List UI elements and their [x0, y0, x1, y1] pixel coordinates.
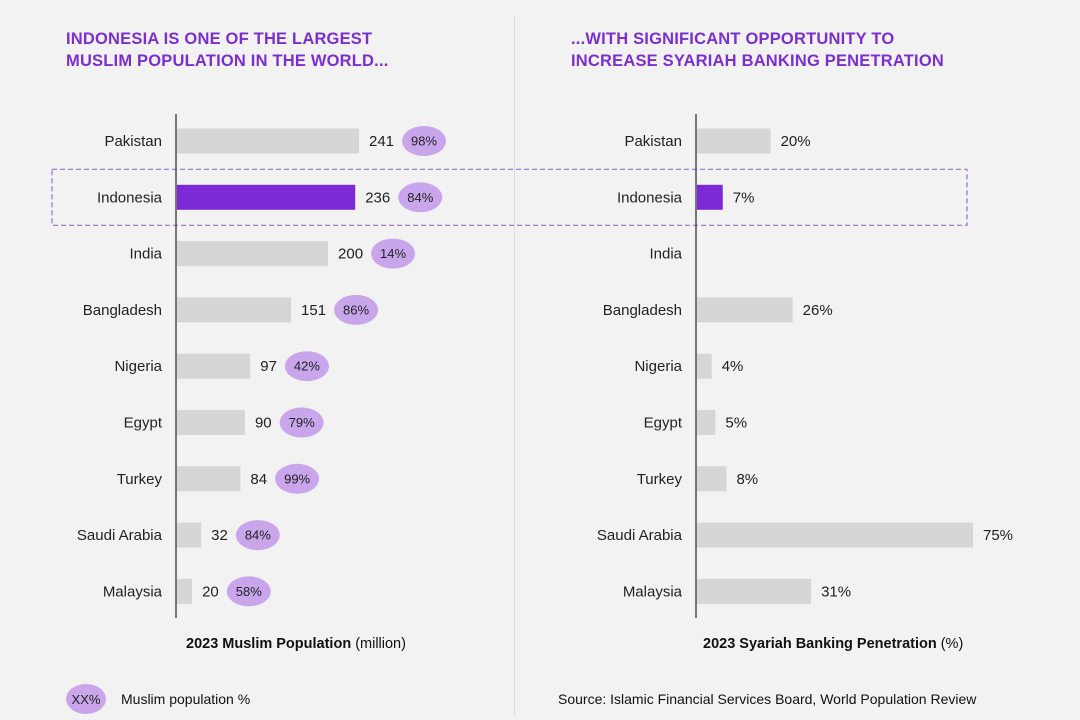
right-category-label: India: [649, 246, 682, 263]
right-bar: [697, 353, 712, 379]
right-category-label: Pakistan: [624, 133, 682, 150]
share-bubble: [279, 407, 324, 438]
share-bubble: [402, 126, 447, 156]
right-value-label: 8%: [736, 471, 758, 488]
share-label: 98%: [411, 134, 437, 149]
legend-label: Muslim population %: [121, 691, 251, 707]
left-category-label: Saudi Arabia: [77, 527, 163, 544]
source-note: Source: Islamic Financial Services Board…: [558, 691, 977, 707]
right-category-label: Malaysia: [623, 583, 683, 600]
left-value-label: 97: [260, 358, 277, 375]
left-axis-caption: 2023 Muslim Population (million): [186, 636, 406, 652]
left-bar: [177, 410, 245, 435]
left-category-label: Malaysia: [103, 583, 163, 600]
left-category-label: Pakistan: [104, 133, 162, 150]
left-title-line-2: MUSLIM POPULATION IN THE WORLD...: [66, 52, 389, 70]
right-title-line-2: INCREASE SYARIAH BANKING PENETRATION: [571, 52, 944, 70]
right-category-label: Egypt: [644, 415, 683, 432]
left-value-label: 32: [211, 527, 228, 544]
share-bubble: [398, 182, 443, 213]
legend: XX% Muslim population %: [66, 684, 250, 714]
right-value-label: 75%: [983, 527, 1013, 544]
share-label: 86%: [343, 302, 369, 317]
share-label: 79%: [289, 415, 315, 430]
right-category-label: Bangladesh: [603, 302, 682, 319]
share-label: 58%: [236, 584, 262, 599]
share-bubble: [275, 463, 320, 494]
panel-divider: [514, 15, 515, 715]
left-bar: [177, 297, 292, 323]
left-category-label: Turkey: [117, 471, 163, 488]
right-bar: [697, 128, 771, 154]
right-panel-title: ...WITH SIGNIFICANT OPPORTUNITY TO INCRE…: [571, 28, 944, 72]
left-value-label: 151: [301, 302, 326, 319]
left-bar: [177, 578, 193, 604]
left-caption-unit: (million): [351, 636, 406, 652]
right-axis-caption: 2023 Syariah Banking Penetration (%): [703, 636, 963, 652]
left-bar: [177, 128, 359, 154]
left-bar: [177, 184, 356, 210]
right-value-label: 4%: [722, 358, 744, 375]
left-caption-bold: 2023 Muslim Population: [186, 636, 352, 652]
share-label: 84%: [407, 190, 433, 205]
left-panel-title: INDONESIA IS ONE OF THE LARGEST MUSLIM P…: [66, 28, 389, 72]
share-label: 99%: [284, 471, 310, 486]
right-bar: [697, 410, 716, 435]
left-value-label: 236: [365, 189, 390, 206]
left-value-label: 84: [250, 471, 267, 488]
left-category-label: Indonesia: [97, 189, 163, 206]
left-title-line-1: INDONESIA IS ONE OF THE LARGEST: [66, 30, 373, 48]
left-value-label: 200: [338, 246, 363, 263]
left-category-label: Egypt: [124, 415, 163, 432]
left-bar: [177, 353, 251, 379]
right-value-label: 31%: [821, 583, 851, 600]
left-category-label: India: [129, 246, 162, 263]
right-caption-unit: (%): [936, 636, 964, 652]
right-category-label: Nigeria: [634, 358, 682, 375]
right-category-label: Saudi Arabia: [597, 527, 683, 544]
right-value-label: 26%: [803, 302, 833, 319]
share-bubble: [334, 294, 379, 325]
left-category-label: Nigeria: [114, 358, 162, 375]
left-value-label: 241: [369, 133, 394, 150]
share-label: 14%: [380, 246, 406, 261]
right-bar: [697, 578, 812, 604]
left-value-label: 20: [202, 583, 219, 600]
left-bar: [177, 241, 329, 267]
share-label: 84%: [245, 528, 271, 543]
right-category-label: Indonesia: [617, 189, 683, 206]
share-bubble: [371, 238, 416, 269]
share-bubble: [235, 520, 280, 551]
right-value-label: 5%: [725, 415, 747, 432]
right-bar: [697, 184, 723, 210]
left-bar: [177, 522, 202, 548]
right-bar: [697, 466, 727, 492]
right-value-label: 7%: [733, 189, 755, 206]
legend-bubble: XX%: [66, 684, 106, 714]
share-label: 42%: [294, 359, 320, 374]
right-title-line-1: ...WITH SIGNIFICANT OPPORTUNITY TO: [571, 30, 895, 48]
share-bubble: [284, 351, 329, 382]
share-bubble: [226, 576, 271, 607]
left-category-label: Bangladesh: [83, 302, 162, 319]
right-caption-bold: 2023 Syariah Banking Penetration: [703, 636, 937, 652]
right-value-label: 20%: [781, 133, 811, 150]
right-bar: [697, 297, 793, 323]
left-value-label: 90: [255, 415, 272, 432]
highlight-box: [51, 168, 968, 226]
right-bar: [697, 522, 973, 548]
left-bar: [177, 466, 241, 492]
right-category-label: Turkey: [637, 471, 683, 488]
